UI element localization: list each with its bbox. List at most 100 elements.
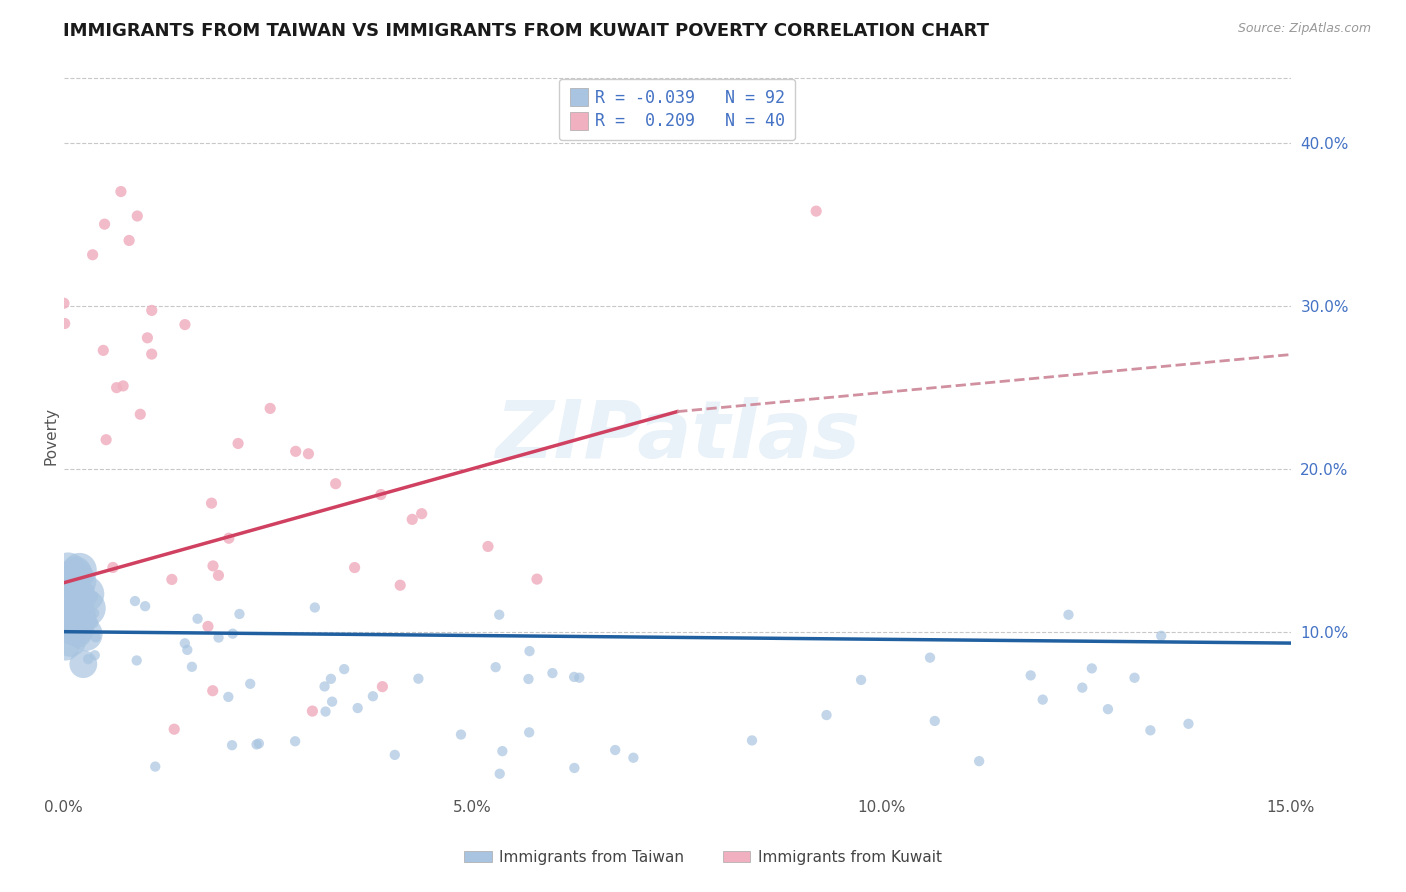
Point [967,754,990,768]
Point [1123,671,1146,685]
Point [621,750,644,764]
Point [491,744,513,758]
Point [59,615,82,630]
Point [541,666,564,681]
Point [66,626,89,640]
Point [333,662,356,676]
Point [1139,723,1161,738]
Point [200,496,222,510]
Point [477,540,499,554]
Point [118,234,141,248]
Point [488,607,510,622]
Point [343,560,366,574]
Point [389,578,412,592]
Point [72,657,94,672]
Point [173,636,195,650]
Point [82,589,104,603]
Point [517,725,540,739]
Point [69,612,91,626]
Point [65,611,87,625]
Point [217,690,239,704]
Point [1081,661,1104,675]
Point [60,588,83,602]
Point [141,303,163,318]
Point [110,185,132,199]
Point [325,476,347,491]
Point [247,737,270,751]
Point [315,705,337,719]
Point [370,487,392,501]
Point [77,582,100,596]
Point [314,680,336,694]
Point [76,601,98,615]
Point [77,652,100,666]
Text: Source: ZipAtlas.com: Source: ZipAtlas.com [1237,22,1371,36]
Point [70,613,93,627]
Point [67,595,90,609]
Point [70,606,93,620]
Point [1097,702,1119,716]
Point [94,433,117,447]
Point [239,677,262,691]
Point [849,673,872,687]
Y-axis label: Poverty: Poverty [44,407,58,465]
Point [141,347,163,361]
Point [562,670,585,684]
Point [1071,681,1094,695]
Point [181,660,204,674]
Point [741,733,763,747]
Point [62,621,84,635]
Point [83,606,105,620]
Point [79,616,101,631]
Point [174,318,197,332]
Point [207,568,229,582]
Point [67,599,90,614]
Point [202,558,225,573]
Point [125,653,148,667]
Point [222,626,245,640]
Point [163,722,186,736]
Point [450,727,472,741]
Point [75,587,97,601]
Point [201,683,224,698]
Point [1019,668,1042,682]
Point [488,766,510,780]
Point [245,738,267,752]
Point [284,444,307,458]
Point [101,560,124,574]
Point [105,381,128,395]
Point [284,734,307,748]
Point [411,507,433,521]
Point [124,594,146,608]
Point [918,650,941,665]
Point [69,563,91,577]
Point [176,643,198,657]
Point [485,660,508,674]
Point [55,575,77,590]
Point [75,627,97,641]
Point [301,704,323,718]
Point [564,761,586,775]
Point [65,565,87,579]
Point [56,564,79,578]
Point [568,671,591,685]
Point [69,591,91,605]
Point [1057,607,1080,622]
Point [207,631,229,645]
Point [187,612,209,626]
Point [605,743,627,757]
Point [371,680,394,694]
Point [55,593,77,607]
Point [1032,692,1054,706]
Point [517,672,540,686]
Point [319,672,342,686]
Point [67,574,90,589]
Legend: Immigrants from Taiwan, Immigrants from Kuwait: Immigrants from Taiwan, Immigrants from … [458,844,948,871]
Point [197,619,219,633]
Point [519,644,541,658]
Point [924,714,946,728]
Point [53,616,76,631]
Point [806,204,828,219]
Point [143,759,166,773]
Point [221,738,243,752]
